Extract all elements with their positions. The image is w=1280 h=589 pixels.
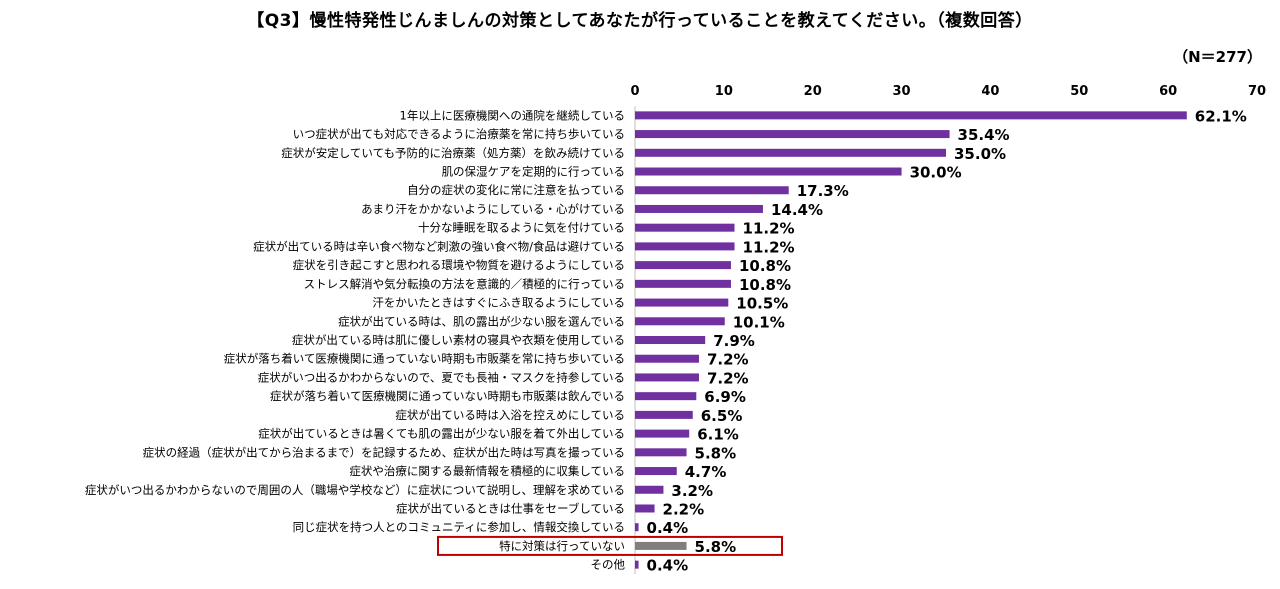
category-label: 症状や治療に関する最新情報を積極的に収集している — [349, 464, 625, 478]
bar — [635, 354, 699, 363]
bar — [635, 167, 902, 176]
bar — [635, 448, 687, 457]
bar — [635, 373, 699, 382]
category-label: 症状が出ている時は、肌の露出が少ない服を選んでいる — [338, 314, 625, 328]
data-label: 4.7% — [685, 463, 727, 481]
category-label: 症状が出ているときは仕事をセーブしている — [396, 501, 625, 515]
category-label: 自分の症状の変化に常に注意を払っている — [407, 183, 625, 197]
data-label: 2.2% — [663, 500, 705, 518]
category-label: その他 — [591, 558, 626, 572]
category-label: 症状の経過（症状が出てから治まるまで）を記録するため、症状が出た時は写真を撮って… — [143, 445, 625, 459]
category-label: 症状が出ている時は肌に優しい素材の寝具や衣類を使用している — [292, 333, 625, 347]
category-label: 1年以上に医療機関への通院を継続している — [400, 108, 625, 122]
bar — [635, 485, 664, 494]
data-label: 17.3% — [797, 182, 849, 200]
data-label: 62.1% — [1195, 107, 1247, 125]
category-label: 症状が出ている時は入浴を控えめにしている — [395, 408, 625, 422]
x-tick-label: 30 — [893, 84, 911, 99]
bar — [635, 130, 950, 139]
x-tick-label: 50 — [1070, 84, 1088, 99]
chart-title: 【Q3】慢性特発性じんましんの対策としてあなたが行っていることを教えてください。… — [247, 11, 1033, 31]
x-tick-label: 60 — [1159, 84, 1177, 99]
category-label: 症状がいつ出るかわからないので、夏でも長袖・マスクを持参している — [258, 370, 625, 384]
category-label: いつ症状が出ても対応できるように治療薬を常に持ち歩いている — [293, 127, 625, 141]
bar — [635, 148, 946, 157]
highlight-box — [437, 535, 783, 556]
data-label: 0.4% — [647, 557, 689, 575]
sample-size-label: （N＝277） — [1173, 48, 1262, 66]
data-label: 7.2% — [707, 351, 749, 369]
category-label: 汗をかいたときはすぐにふき取るようにしている — [372, 296, 625, 310]
bar — [635, 242, 735, 251]
bar — [635, 336, 706, 344]
category-label: 症状を引き起こすと思われる環境や物質を避けるようにしている — [293, 258, 625, 272]
bar — [635, 261, 731, 270]
data-label: 5.8% — [695, 444, 737, 462]
x-tick-label: 40 — [981, 84, 999, 99]
bar — [635, 504, 655, 513]
category-label: 十分な睡眠を取るように気を付けている — [418, 221, 625, 235]
bar — [635, 317, 725, 326]
data-label: 7.2% — [707, 369, 749, 387]
bar — [635, 298, 729, 307]
category-label: 症状がいつ出るかわからないので周囲の人（職場や学校など）に症状について説明し、理… — [85, 483, 625, 497]
bar — [635, 392, 697, 401]
bar — [635, 186, 789, 195]
data-label: 14.4% — [771, 201, 823, 219]
x-tick-label: 0 — [630, 84, 639, 99]
bar — [635, 279, 731, 288]
data-label: 11.2% — [743, 238, 795, 256]
category-label: あまり汗をかかないようにしている・心がけている — [361, 202, 625, 216]
data-label: 30.0% — [910, 164, 962, 182]
data-label: 6.9% — [704, 388, 746, 406]
category-label: 症状が出ている時は辛い食べ物など刺激の強い食べ物/食品は避けている — [253, 239, 625, 253]
bar — [635, 429, 690, 438]
bar — [635, 223, 735, 232]
data-label: 10.8% — [739, 276, 791, 294]
x-tick-label: 10 — [715, 84, 733, 99]
x-tick-label: 70 — [1248, 84, 1266, 99]
data-label: 6.5% — [701, 407, 743, 425]
data-label: 7.9% — [713, 332, 755, 350]
bar — [635, 523, 639, 532]
data-label: 10.1% — [733, 313, 785, 331]
category-label: 同じ症状を持つ人とのコミュニティに参加し、情報交換している — [293, 520, 625, 534]
category-label: 肌の保湿ケアを定期的に行っている — [442, 165, 625, 179]
data-label: 5.8% — [695, 538, 737, 556]
category-label: 特に対策は行っていない — [499, 539, 625, 553]
bar — [635, 467, 677, 476]
bar — [635, 541, 687, 550]
data-label: 35.0% — [954, 145, 1006, 163]
data-label: 3.2% — [671, 482, 713, 500]
bar — [635, 204, 763, 213]
data-label: 6.1% — [697, 426, 739, 444]
data-label: 35.4% — [958, 126, 1010, 144]
data-label: 10.8% — [739, 257, 791, 275]
category-label: 症状が安定していても予防的に治療薬（処方薬）を飲み続けている — [281, 146, 625, 160]
data-label: 11.2% — [743, 220, 795, 238]
category-label: 症状が出ているときは暑くても肌の露出が少ない服を着て外出している — [258, 427, 625, 441]
bar — [635, 560, 639, 569]
category-label: 症状が落ち着いて医療機関に通っていない時期も市販薬は飲んでいる — [270, 389, 625, 403]
bar — [635, 410, 693, 419]
x-tick-label: 20 — [804, 84, 822, 99]
data-label: 10.5% — [736, 295, 788, 313]
data-label: 0.4% — [647, 519, 689, 537]
category-label: 症状が落ち着いて医療機関に通っていない時期も市販薬を常に持ち歩いている — [224, 352, 625, 366]
bar — [635, 111, 1187, 120]
category-label: ストレス解消や気分転換の方法を意識的／積極的に行っている — [304, 277, 625, 291]
